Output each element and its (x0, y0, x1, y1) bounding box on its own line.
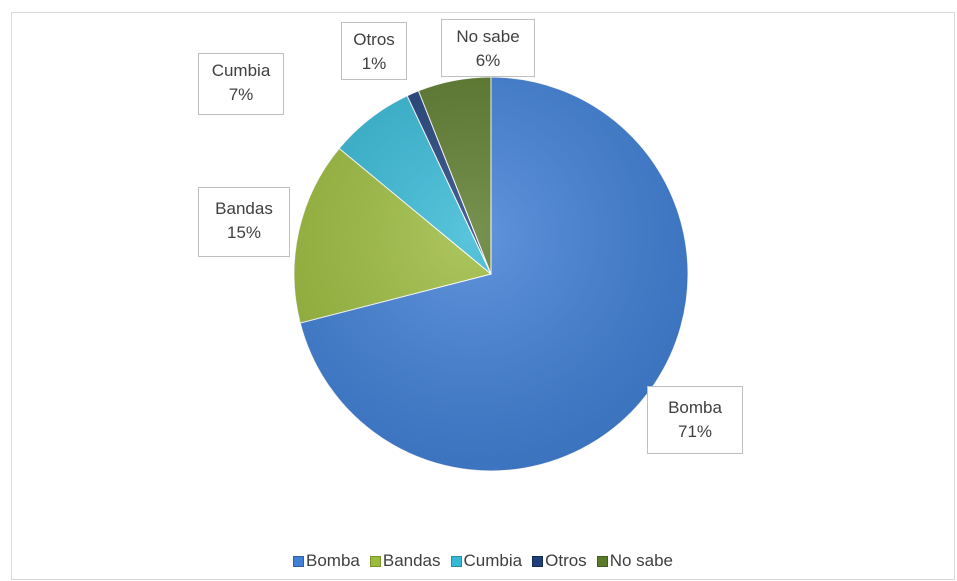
data-label-bomba-name: Bomba (668, 398, 722, 417)
legend-swatch-icon (596, 555, 608, 567)
data-label-bandas-name: Bandas (215, 199, 273, 218)
data-label-bandas: Bandas 15% (198, 187, 290, 257)
legend-item-bandas: Bandas (369, 551, 441, 571)
data-label-bomba-value: 71% (677, 422, 713, 441)
legend-item-cumbia: Cumbia (450, 551, 523, 571)
data-label-no-sabe-value: 6% (475, 51, 501, 70)
legend-swatch-icon (532, 555, 544, 567)
data-label-no-sabe-name: No sabe (456, 27, 520, 46)
legend-label: Cumbia (463, 551, 523, 570)
chart-legend: Bomba Bandas Cumbia Otros No sabe (12, 551, 954, 571)
legend-item-bomba: Bomba (292, 551, 360, 571)
data-label-bandas-value: 15% (226, 223, 262, 242)
data-label-otros: Otros 1% (341, 22, 407, 80)
chart-area: Otros 1% No sabe 6% Cumbia 7% Bandas 15%… (11, 12, 955, 580)
data-label-bomba: Bomba 71% (647, 386, 743, 454)
data-label-cumbia: Cumbia 7% (198, 53, 284, 115)
data-label-no-sabe: No sabe 6% (441, 19, 535, 77)
data-label-otros-name: Otros (353, 30, 395, 49)
data-label-cumbia-value: 7% (228, 85, 254, 104)
data-label-cumbia-name: Cumbia (211, 61, 271, 80)
legend-swatch-icon (292, 555, 304, 567)
data-label-otros-value: 1% (361, 54, 387, 73)
legend-label: Otros (545, 551, 587, 570)
legend-label: Bomba (305, 551, 360, 570)
legend-item-no-sabe: No sabe (596, 551, 674, 571)
legend-label: No sabe (609, 551, 674, 570)
legend-swatch-icon (450, 555, 462, 567)
legend-label: Bandas (382, 551, 441, 570)
pie-chart (293, 76, 689, 472)
legend-swatch-icon (369, 555, 381, 567)
legend-item-otros: Otros (532, 551, 587, 571)
